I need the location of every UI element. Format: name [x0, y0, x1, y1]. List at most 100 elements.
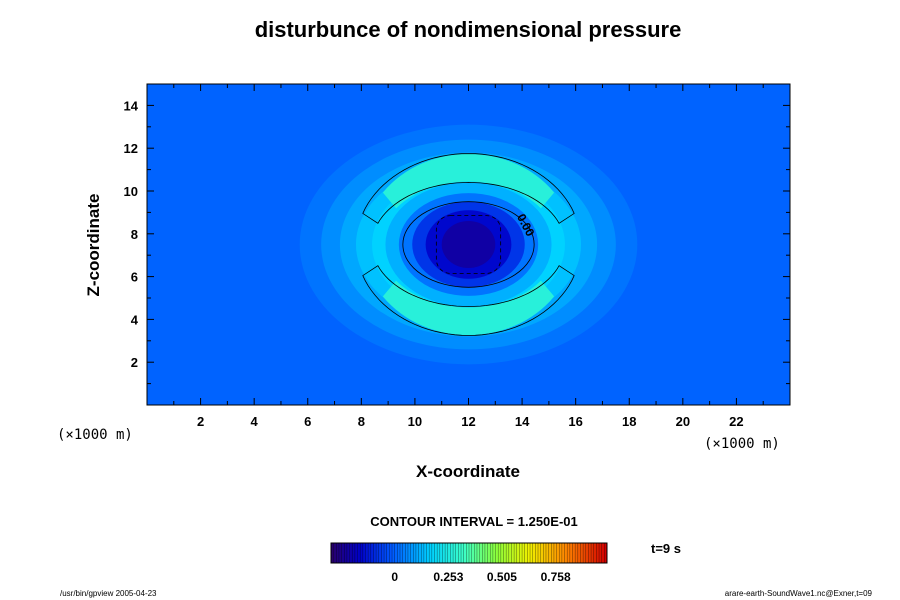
colorbar-segment	[492, 543, 496, 563]
colorbar-segment	[599, 543, 602, 563]
colorbar-segment	[559, 543, 563, 563]
colorbar-segment	[487, 543, 491, 563]
colorbar-segment	[400, 543, 403, 563]
colorbar-segment	[577, 543, 581, 563]
colorbar-tick-label: 0.505	[487, 570, 517, 584]
contour-interval: CONTOUR INTERVAL = 1.250E-01	[370, 514, 577, 529]
crescent-contour-upper	[362, 153, 575, 224]
colorbar-segment	[466, 543, 470, 563]
colorbar-segment	[553, 543, 557, 563]
colorbar-segment	[484, 543, 488, 563]
colorbar-segment	[561, 543, 565, 563]
colorbar-segment	[389, 543, 393, 563]
colorbar-segment	[394, 543, 398, 563]
colorbar-segment	[482, 543, 486, 563]
x-tick-label: 20	[676, 414, 690, 429]
colorbar-segment	[516, 543, 520, 563]
colorbar-segment	[461, 543, 464, 563]
x-tick-label: 14	[515, 414, 530, 429]
colorbar-segment	[551, 543, 555, 563]
colorbar-segment	[397, 543, 401, 563]
colorbar-segment	[508, 543, 512, 563]
colorbar-segment	[583, 543, 587, 563]
colorbar-segment	[490, 543, 494, 563]
colorbar-segment	[357, 543, 361, 563]
colorbar-segment	[556, 543, 560, 563]
colorbar-segment	[588, 543, 592, 563]
colorbar-segment	[370, 543, 374, 563]
colorbar-segment	[336, 543, 340, 563]
colorbar-segment	[426, 543, 430, 563]
colorbar-tick-label: 0	[391, 570, 398, 584]
colorbar-segment	[503, 543, 507, 563]
colorbar-segment	[601, 543, 605, 563]
colorbar-segment	[402, 543, 406, 563]
colorbar-segment	[474, 543, 478, 563]
colorbar-segment	[378, 543, 382, 563]
colorbar-segment	[458, 543, 462, 563]
colorbar-segment	[524, 543, 528, 563]
colorbar-segment	[381, 543, 385, 563]
colorbar-tick-label: 0.758	[541, 570, 571, 584]
colorbar-segment	[506, 543, 510, 563]
colorbar-segment	[439, 543, 443, 563]
x-axis-unit-right: (×1000 m)	[704, 436, 780, 452]
colorbar-segment	[596, 543, 600, 563]
colorbar-segment	[365, 543, 369, 563]
colorbar-segment	[469, 543, 472, 563]
y-tick-label: 4	[131, 312, 139, 327]
colorbar-ticks: 0 0.253 0.505 0.758	[391, 570, 571, 584]
colorbar-segment	[572, 543, 576, 563]
colorbar-segment	[437, 543, 441, 563]
colorbar-segment	[338, 543, 342, 563]
contour-field	[147, 84, 790, 405]
colorbar-segment	[410, 543, 414, 563]
colorbar-segment	[471, 543, 475, 563]
colorbar-segment	[511, 543, 515, 563]
negative-contour	[435, 215, 502, 274]
colorbar-segment	[421, 543, 425, 563]
y-tick-label: 14	[124, 98, 139, 113]
colorbar-segment	[450, 543, 454, 563]
colorbar-segment	[392, 543, 395, 563]
x-tick-label: 2	[197, 414, 204, 429]
colorbar-segment	[445, 543, 449, 563]
footer-left: /usr/bin/gpview 2005-04-23	[60, 589, 157, 598]
colorbar-segment	[352, 543, 356, 563]
colorbar-segment	[593, 543, 597, 563]
colorbar-segment	[415, 543, 419, 563]
y-tick-label: 10	[124, 184, 138, 199]
x-tick-label: 4	[251, 414, 259, 429]
colorbar-segment	[354, 543, 358, 563]
y-tick-label: 6	[131, 270, 138, 285]
colorbar-segment	[567, 543, 571, 563]
colorbar-segment	[442, 543, 446, 563]
colorbar-segment	[564, 543, 568, 563]
colorbar-segment	[368, 543, 372, 563]
x-tick-label: 18	[622, 414, 636, 429]
colorbar-segment	[431, 543, 435, 563]
x-tick-label: 10	[408, 414, 422, 429]
colorbar	[330, 543, 608, 563]
colorbar-segment	[495, 543, 499, 563]
colorbar-segment	[376, 543, 380, 563]
colorbar-segment	[519, 543, 523, 563]
colorbar-segment	[575, 543, 579, 563]
colorbar-segment	[386, 543, 390, 563]
colorbar-segment	[500, 543, 504, 563]
x-tick-label: 12	[461, 414, 475, 429]
colorbar-segment	[418, 543, 422, 563]
colorbar-tick-label: 0.253	[433, 570, 463, 584]
colorbar-segment	[349, 543, 353, 563]
colorbar-segment	[333, 543, 337, 563]
colorbar-segment	[429, 543, 433, 563]
colorbar-segment	[535, 543, 539, 563]
y-tick-label: 12	[124, 141, 138, 156]
colorbar-segment	[540, 543, 544, 563]
colorbar-segment	[434, 543, 438, 563]
colorbar-segment	[498, 543, 502, 563]
colorbar-segment	[423, 543, 427, 563]
crescent-fill-lower	[382, 280, 555, 336]
